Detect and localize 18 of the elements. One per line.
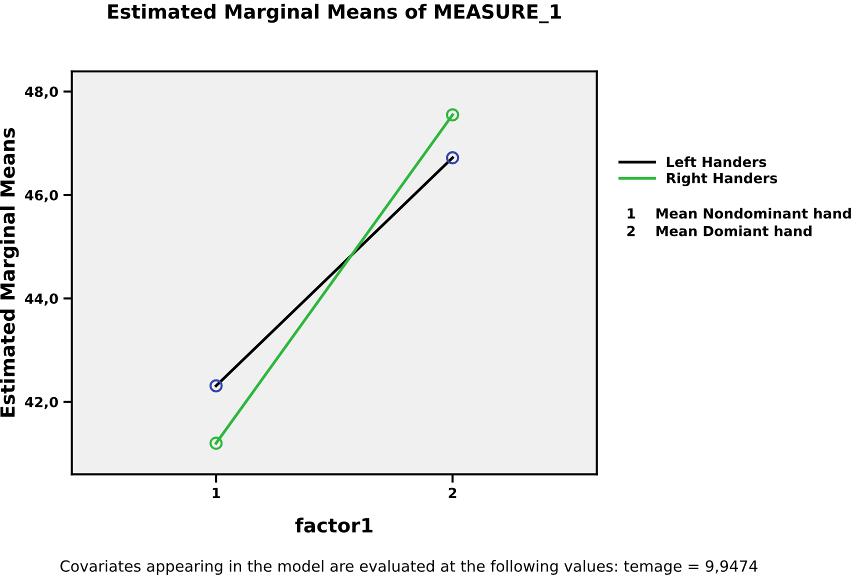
point	[209, 379, 223, 392]
x-tick-label: 1	[212, 488, 220, 498]
y-tick-label: 44,0	[24, 293, 58, 306]
text: 1 Mean Nondominant hand	[628, 208, 851, 219]
y-axis-title: Estimated Marginal Means	[0, 128, 19, 417]
y-tick-label: 42,0	[24, 396, 58, 410]
chart-title: Estimated Marginal Means of MEASURE_1	[108, 4, 561, 24]
x-axis-title: factor1	[295, 518, 372, 533]
text: 2 Mean Domiant hand	[627, 226, 812, 236]
y-tick-label: 48,0	[24, 86, 58, 99]
point	[446, 108, 460, 122]
legend-label: Left Handers	[666, 156, 766, 168]
text: Covariates appearing in the model are evaluated at the following values: temage = 9,9474	[60, 560, 758, 575]
point	[209, 436, 223, 450]
x-tick-label: 2	[448, 488, 456, 498]
point	[446, 151, 460, 164]
y-tick-label: 46,0	[24, 190, 58, 202]
legend-label: Right Handers	[666, 172, 778, 186]
